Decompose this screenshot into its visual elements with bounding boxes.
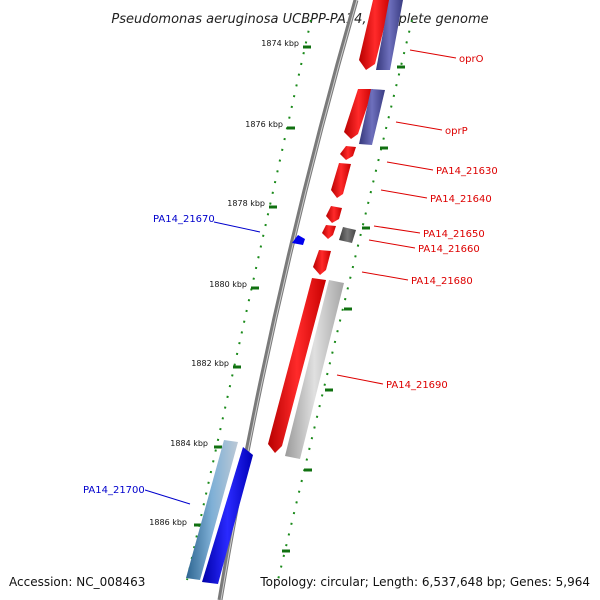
leader-pa14-21700 — [144, 489, 191, 505]
gene-oprp[interactable] — [344, 89, 373, 139]
leader-pa14-21690 — [336, 374, 384, 385]
leader-pa14-21630 — [386, 161, 434, 171]
label-pa14-21650[interactable]: PA14_21650 — [423, 229, 485, 240]
forward-genes — [268, 0, 391, 453]
label-pa14-21640[interactable]: PA14_21640 — [430, 194, 492, 205]
gene-pa14-21690-outer[interactable] — [285, 280, 344, 459]
kbp-label-1874: 1874 kbp — [261, 39, 299, 48]
gene-pa14-21670[interactable] — [292, 235, 305, 245]
gene-opro[interactable] — [359, 0, 391, 70]
gene-pa14-21680[interactable] — [313, 250, 331, 275]
reverse-genes — [186, 235, 305, 584]
kbp-label-1886: 1886 kbp — [149, 518, 187, 527]
label-pa14-21700[interactable]: PA14_21700 — [83, 485, 145, 496]
major-ticks — [194, 45, 311, 527]
outer-track-genes — [285, 0, 403, 459]
label-pa14-21660[interactable]: PA14_21660 — [418, 244, 480, 255]
kbp-label-1876: 1876 kbp — [245, 120, 283, 129]
gene-pa14-21690[interactable] — [268, 278, 326, 453]
label-pa14-21670[interactable]: PA14_21670 — [153, 214, 215, 225]
kbp-label-1882: 1882 kbp — [191, 359, 229, 368]
gene-pa14-21660-outer[interactable] — [339, 227, 356, 243]
label-pa14-21680[interactable]: PA14_21680 — [411, 276, 473, 287]
leader-pa14-21680 — [361, 271, 409, 281]
gene-pa14-21700[interactable] — [202, 447, 253, 584]
leader-pa14-21660 — [368, 239, 416, 249]
leader-pa14-21650 — [373, 225, 421, 234]
map-title: Pseudomonas aeruginosa UCBPP-PA14, compl… — [111, 12, 488, 27]
label-pa14-21630[interactable]: PA14_21630 — [436, 166, 498, 177]
leader-oprp — [395, 121, 443, 131]
tick-ring — [186, 19, 312, 581]
leader-pa14-21670 — [213, 221, 261, 233]
topology-text: Topology: circular; Length: 6,537,648 bp… — [259, 575, 590, 589]
gene-opro-outer[interactable] — [376, 0, 403, 70]
kbp-label-1884: 1884 kbp — [170, 439, 208, 448]
gene-pa14-21650[interactable] — [326, 206, 342, 223]
gene-pa14-21640[interactable] — [331, 163, 351, 198]
label-oprp[interactable]: oprP — [445, 126, 468, 137]
kbp-label-1880: 1880 kbp — [209, 280, 247, 289]
leader-opro — [409, 49, 457, 59]
accession-text: Accession: NC_008463 — [9, 575, 145, 589]
leader-lines — [144, 49, 457, 505]
label-pa14-21690[interactable]: PA14_21690 — [386, 380, 448, 391]
gene-pa14-21630[interactable] — [340, 146, 356, 160]
outer-major-ticks — [282, 65, 405, 553]
leader-pa14-21640 — [380, 189, 428, 199]
label-opro[interactable]: oprO — [459, 54, 484, 65]
kbp-label-1878: 1878 kbp — [227, 199, 265, 208]
gene-pa14-21660[interactable] — [322, 225, 336, 239]
outer-tick-ring — [277, 19, 413, 581]
gene-pa14-21700-track[interactable] — [186, 440, 238, 580]
gene-oprp-outer[interactable] — [359, 89, 385, 145]
